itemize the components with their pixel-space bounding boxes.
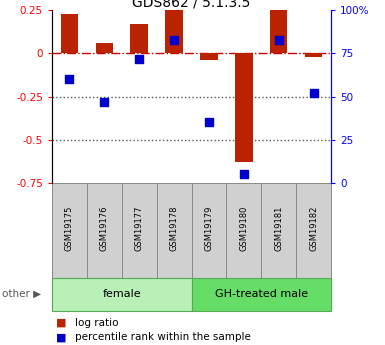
Point [206,120,212,125]
Bar [305,53,322,57]
Text: female: female [102,289,141,299]
Text: GH-treated male: GH-treated male [215,289,308,299]
Text: GSM19175: GSM19175 [65,206,74,251]
Point [276,37,282,42]
Point [241,171,247,177]
Bar [122,183,157,278]
Bar [95,43,113,53]
Bar [235,53,253,162]
Text: GSM19179: GSM19179 [204,206,214,251]
Point [171,37,177,42]
Text: GSM19178: GSM19178 [169,206,179,251]
Bar [261,183,296,278]
Bar [87,183,122,278]
Text: percentile rank within the sample: percentile rank within the sample [75,333,251,342]
Text: ■: ■ [56,318,66,327]
Bar [270,10,288,53]
Point [101,99,107,105]
Bar [52,183,87,278]
Point [311,90,317,96]
Bar [226,183,261,278]
Text: log ratio: log ratio [75,318,119,327]
Text: GSM19181: GSM19181 [274,206,283,251]
Text: GSM19177: GSM19177 [135,206,144,251]
Bar [200,53,218,60]
Text: GSM19180: GSM19180 [239,206,248,251]
Bar [192,278,331,310]
Text: ■: ■ [56,333,66,342]
Text: other ▶: other ▶ [2,289,41,299]
Point [136,56,142,61]
Title: GDS862 / 5.1.3.5: GDS862 / 5.1.3.5 [132,0,251,9]
Text: GSM19182: GSM19182 [309,206,318,251]
Bar [61,14,78,53]
Point [66,77,72,82]
Bar [166,10,183,53]
Bar [192,183,226,278]
Bar [52,278,192,310]
Bar [157,183,192,278]
Bar [131,24,148,53]
Text: GSM19176: GSM19176 [100,206,109,251]
Bar [296,183,331,278]
